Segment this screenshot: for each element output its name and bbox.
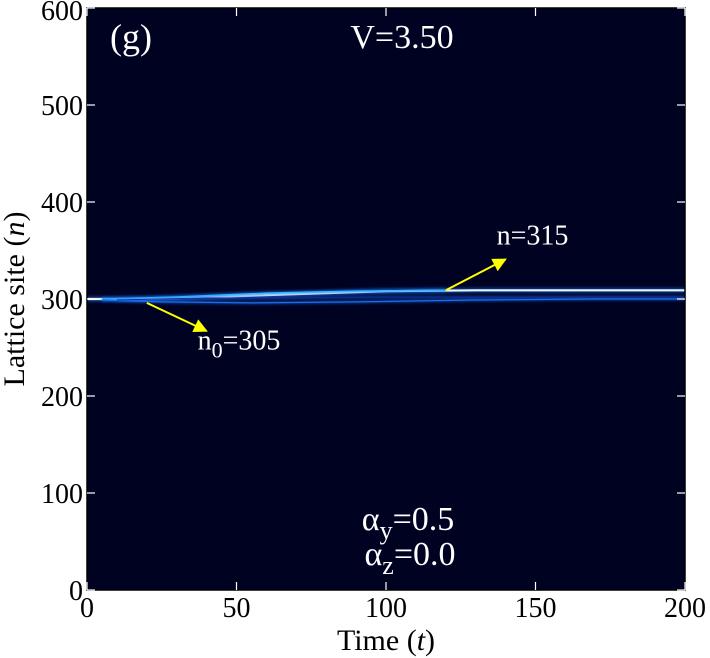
annotation-label-1: n=315 xyxy=(497,221,569,252)
x-tick-label-50: 50 xyxy=(223,593,251,624)
x-axis-label: Time (t) xyxy=(337,624,435,657)
trajectory-layer xyxy=(87,287,685,305)
x-tick-label-0: 0 xyxy=(80,593,94,624)
y-axis-label: Lattice site (n) xyxy=(0,212,31,387)
y-tick-label-400: 400 xyxy=(41,188,83,219)
y-tick-label-300: 300 xyxy=(41,285,83,316)
alpha-y-param: αy=0.5 xyxy=(362,501,455,545)
y-tick-label-500: 500 xyxy=(41,91,83,122)
annotation-layer: n0=305 n=315 xyxy=(146,221,569,362)
trajectory-faint xyxy=(116,296,685,301)
panel-label: (g) xyxy=(110,17,152,57)
y-tick-label-0: 0 xyxy=(69,576,83,607)
annotation-arrow-1 xyxy=(445,258,507,292)
chart-title: V=3.50 xyxy=(350,19,453,56)
annotation-label-0: n0=305 xyxy=(198,325,281,362)
annotation-arrow-0 xyxy=(146,301,208,332)
x-tick-label-100: 100 xyxy=(365,593,407,624)
x-tick-label-150: 150 xyxy=(515,593,557,624)
y-tick-label-600: 600 xyxy=(41,0,83,27)
x-tick-label-200: 200 xyxy=(664,593,706,624)
trajectory-upper-branch xyxy=(101,289,446,300)
y-tick-label-200: 200 xyxy=(41,382,83,413)
alpha-z-param: αz=0.0 xyxy=(364,536,455,580)
y-tick-label-100: 100 xyxy=(41,479,83,510)
trajectory-lower-branch xyxy=(101,298,685,304)
axes-layer: 0 50 100 150 200 0 100 200 300 400 500 600 xyxy=(41,0,706,624)
